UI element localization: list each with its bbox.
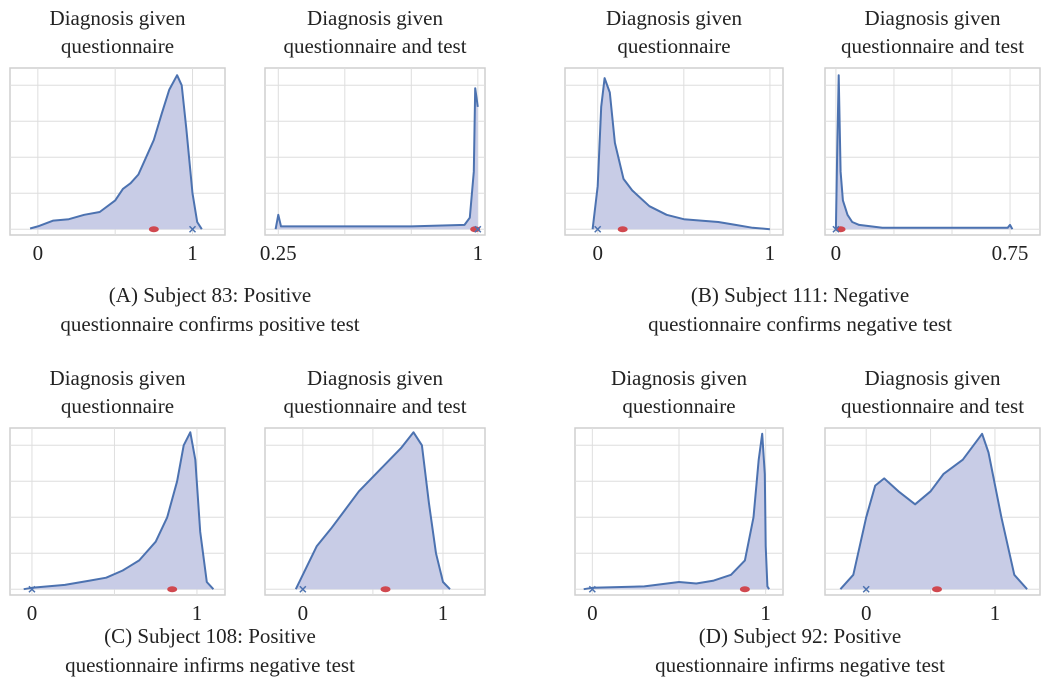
chart-title: Diagnosis given xyxy=(611,366,747,390)
caption: (B) Subject 111: Negative xyxy=(691,283,909,307)
x-tick-label: 1 xyxy=(473,241,484,265)
density-line xyxy=(29,74,203,230)
x-tick-label: 0 xyxy=(861,601,872,625)
marker xyxy=(148,226,159,233)
x-tick-label: 0 xyxy=(27,601,38,625)
density-area xyxy=(23,432,214,590)
x-tick-label: 0 xyxy=(33,241,44,265)
density-line xyxy=(834,74,1014,230)
chart-title: questionnaire xyxy=(61,394,174,418)
x-tick-label: 0 xyxy=(298,601,309,625)
marker xyxy=(188,225,197,233)
density-area xyxy=(583,433,770,590)
marker xyxy=(167,586,178,593)
caption: questionnaire infirms negative test xyxy=(65,653,355,677)
chart-title: Diagnosis given xyxy=(50,6,186,30)
marker xyxy=(739,586,750,593)
chart-title: questionnaire and test xyxy=(283,34,466,58)
chart-title: Diagnosis given xyxy=(50,366,186,390)
density-line xyxy=(294,431,451,590)
marker xyxy=(617,226,628,233)
density-line xyxy=(839,432,1028,590)
density-line xyxy=(274,87,479,230)
x-tick-label: 1 xyxy=(192,601,203,625)
density-line xyxy=(23,431,215,591)
marker xyxy=(470,226,481,233)
density-area xyxy=(840,433,1028,590)
marker xyxy=(28,585,36,593)
marker xyxy=(474,225,482,233)
marker xyxy=(594,225,602,233)
marker xyxy=(299,585,307,593)
marker xyxy=(832,225,840,233)
chart-title: Diagnosis given xyxy=(865,366,1001,390)
caption: (D) Subject 92: Positive xyxy=(699,624,901,648)
x-tick-label: 0 xyxy=(592,241,603,265)
chart-title: questionnaire and test xyxy=(841,394,1024,418)
marker xyxy=(380,586,391,593)
x-tick-label: 0 xyxy=(587,601,598,625)
x-tick-label: 0 xyxy=(831,241,842,265)
x-tick-label: 1 xyxy=(990,601,1001,625)
x-tick-label: 1 xyxy=(765,241,776,265)
caption: questionnaire confirms negative test xyxy=(648,312,952,336)
marker xyxy=(588,585,596,593)
density-area xyxy=(592,78,770,230)
caption: (A) Subject 83: Positive xyxy=(109,283,311,307)
x-tick-label: 0.75 xyxy=(992,241,1029,265)
chart-title: Diagnosis given xyxy=(307,6,443,30)
caption: questionnaire infirms negative test xyxy=(655,653,945,677)
plot-frame xyxy=(824,67,1041,236)
density-line xyxy=(591,77,770,231)
chart-title: questionnaire and test xyxy=(283,394,466,418)
chart-title: questionnaire xyxy=(61,34,174,58)
x-tick-label: 1 xyxy=(187,241,198,265)
caption: (C) Subject 108: Positive xyxy=(104,624,316,648)
marker xyxy=(932,586,943,593)
chart-title: Diagnosis given xyxy=(606,6,742,30)
marker xyxy=(862,585,870,593)
density-area xyxy=(295,432,450,590)
x-tick-label: 1 xyxy=(760,601,771,625)
chart-title: questionnaire xyxy=(622,394,735,418)
x-tick-label: 1 xyxy=(438,601,449,625)
caption: questionnaire confirms positive test xyxy=(60,312,359,336)
chart-title: questionnaire xyxy=(617,34,730,58)
chart-title: questionnaire and test xyxy=(841,34,1024,58)
x-tick-label: 0.25 xyxy=(260,241,297,265)
chart-title: Diagnosis given xyxy=(307,366,443,390)
plot-frame xyxy=(264,67,486,236)
density-line xyxy=(583,432,770,591)
chart-title: Diagnosis given xyxy=(865,6,1001,30)
density-area xyxy=(30,75,202,230)
